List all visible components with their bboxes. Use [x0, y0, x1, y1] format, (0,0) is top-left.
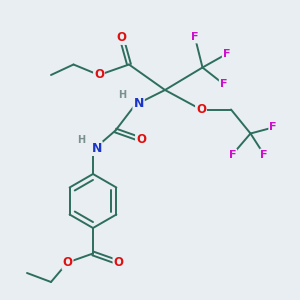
- Text: F: F: [191, 32, 199, 43]
- Text: O: O: [94, 68, 104, 82]
- Text: O: O: [116, 31, 127, 44]
- Text: F: F: [220, 79, 227, 89]
- Text: N: N: [92, 142, 102, 155]
- Text: N: N: [134, 97, 144, 110]
- Text: O: O: [196, 103, 206, 116]
- Text: O: O: [136, 133, 146, 146]
- Text: F: F: [269, 122, 277, 133]
- Text: O: O: [113, 256, 124, 269]
- Text: F: F: [229, 149, 236, 160]
- Text: F: F: [223, 49, 230, 59]
- Text: H: H: [77, 135, 85, 146]
- Text: F: F: [260, 149, 268, 160]
- Text: H: H: [118, 90, 127, 100]
- Text: O: O: [62, 256, 73, 269]
